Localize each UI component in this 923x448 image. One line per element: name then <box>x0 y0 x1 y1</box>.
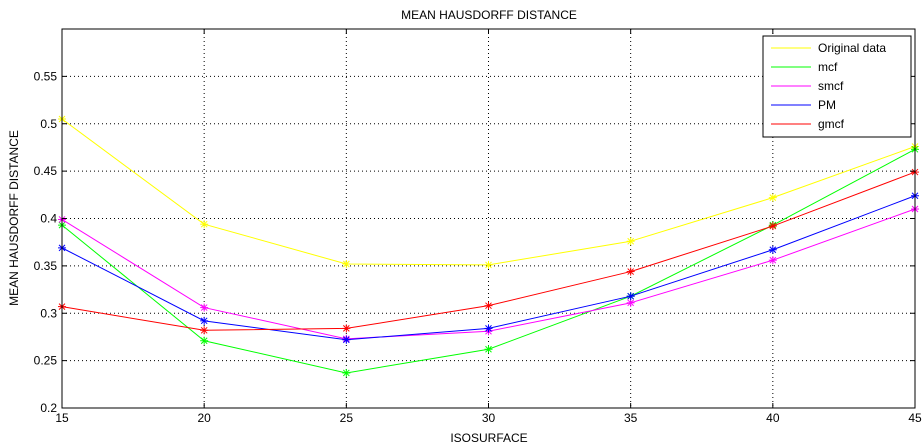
data-point <box>768 256 777 265</box>
x-tick-label: 40 <box>766 411 780 425</box>
marker-stroke <box>485 345 492 353</box>
legend-label: Original data <box>818 41 886 55</box>
x-tick-label: 15 <box>55 411 69 425</box>
data-point <box>200 303 209 312</box>
data-point <box>484 324 493 333</box>
y-tick-label: 0.35 <box>34 259 58 273</box>
marker-stroke <box>342 260 350 268</box>
y-axis: 0.2 0.25 0.3 0.35 0.4 0.45 0.5 0.55 <box>34 69 915 415</box>
y-tick-label: 0.2 <box>40 401 57 415</box>
marker-stroke <box>627 299 635 307</box>
marker-stroke <box>200 337 208 345</box>
y-tick-label: 0.4 <box>40 212 57 226</box>
marker-stroke <box>627 237 635 245</box>
marker-stroke <box>769 256 777 264</box>
x-tick-label: 25 <box>340 411 354 425</box>
marker-stroke <box>485 261 492 269</box>
x-tick-label: 35 <box>624 411 638 425</box>
series <box>58 191 919 344</box>
data-point <box>768 222 777 231</box>
marker-stroke <box>769 194 777 202</box>
marker-stroke <box>342 369 350 377</box>
marker-stroke <box>627 268 635 275</box>
x-axis: 15 20 25 30 35 40 45 <box>55 29 922 425</box>
marker-stroke <box>200 220 208 228</box>
legend-item: mcf <box>771 60 838 74</box>
data-point <box>342 324 351 333</box>
data-point <box>768 245 777 254</box>
x-axis-label: ISOSURFACE <box>450 431 527 445</box>
marker-stroke <box>342 336 350 344</box>
legend-label: smcf <box>818 79 844 93</box>
marker-stroke <box>485 325 492 332</box>
x-tick-label: 30 <box>482 411 496 425</box>
series-group <box>58 115 919 377</box>
marker-stroke <box>200 317 208 325</box>
legend: Original data mcf smcf PM gmcf <box>762 35 912 138</box>
marker-stroke <box>769 246 777 254</box>
marker-stroke <box>769 222 777 230</box>
marker-stroke <box>627 292 635 300</box>
data-point <box>768 193 777 202</box>
data-point <box>342 259 351 268</box>
legend-item: Original data <box>771 41 886 55</box>
y-tick-label: 0.5 <box>40 117 57 131</box>
y-tick-label: 0.25 <box>34 354 58 368</box>
data-point <box>626 292 635 301</box>
data-point <box>200 316 209 325</box>
legend-label: mcf <box>818 60 838 74</box>
data-point <box>484 260 493 269</box>
y-tick-label: 0.55 <box>34 69 58 83</box>
data-point <box>200 336 209 345</box>
y-tick-label: 0.3 <box>40 306 57 320</box>
x-tick-label: 45 <box>908 411 922 425</box>
y-tick-label: 0.45 <box>34 164 58 178</box>
data-point <box>342 368 351 377</box>
data-point <box>484 345 493 354</box>
data-point <box>626 237 635 246</box>
x-tick-label: 20 <box>197 411 211 425</box>
legend-item: gmcf <box>771 117 845 131</box>
data-point <box>484 301 493 310</box>
y-axis-label: MEAN HAUSDORFF DISTANCE <box>7 130 21 306</box>
data-point <box>200 326 209 335</box>
legend-item: smcf <box>771 79 844 93</box>
legend-label: PM <box>818 98 836 112</box>
legend-label: gmcf <box>818 117 845 131</box>
data-point <box>626 267 635 276</box>
data-point <box>200 220 209 229</box>
marker-stroke <box>342 325 350 332</box>
legend-item: PM <box>771 98 836 112</box>
data-point <box>342 335 351 344</box>
marker-stroke <box>200 304 208 311</box>
marker-stroke <box>200 326 208 334</box>
marker-stroke <box>485 302 492 310</box>
series <box>58 168 919 335</box>
chart-title: MEAN HAUSDORFF DISTANCE <box>401 8 577 22</box>
